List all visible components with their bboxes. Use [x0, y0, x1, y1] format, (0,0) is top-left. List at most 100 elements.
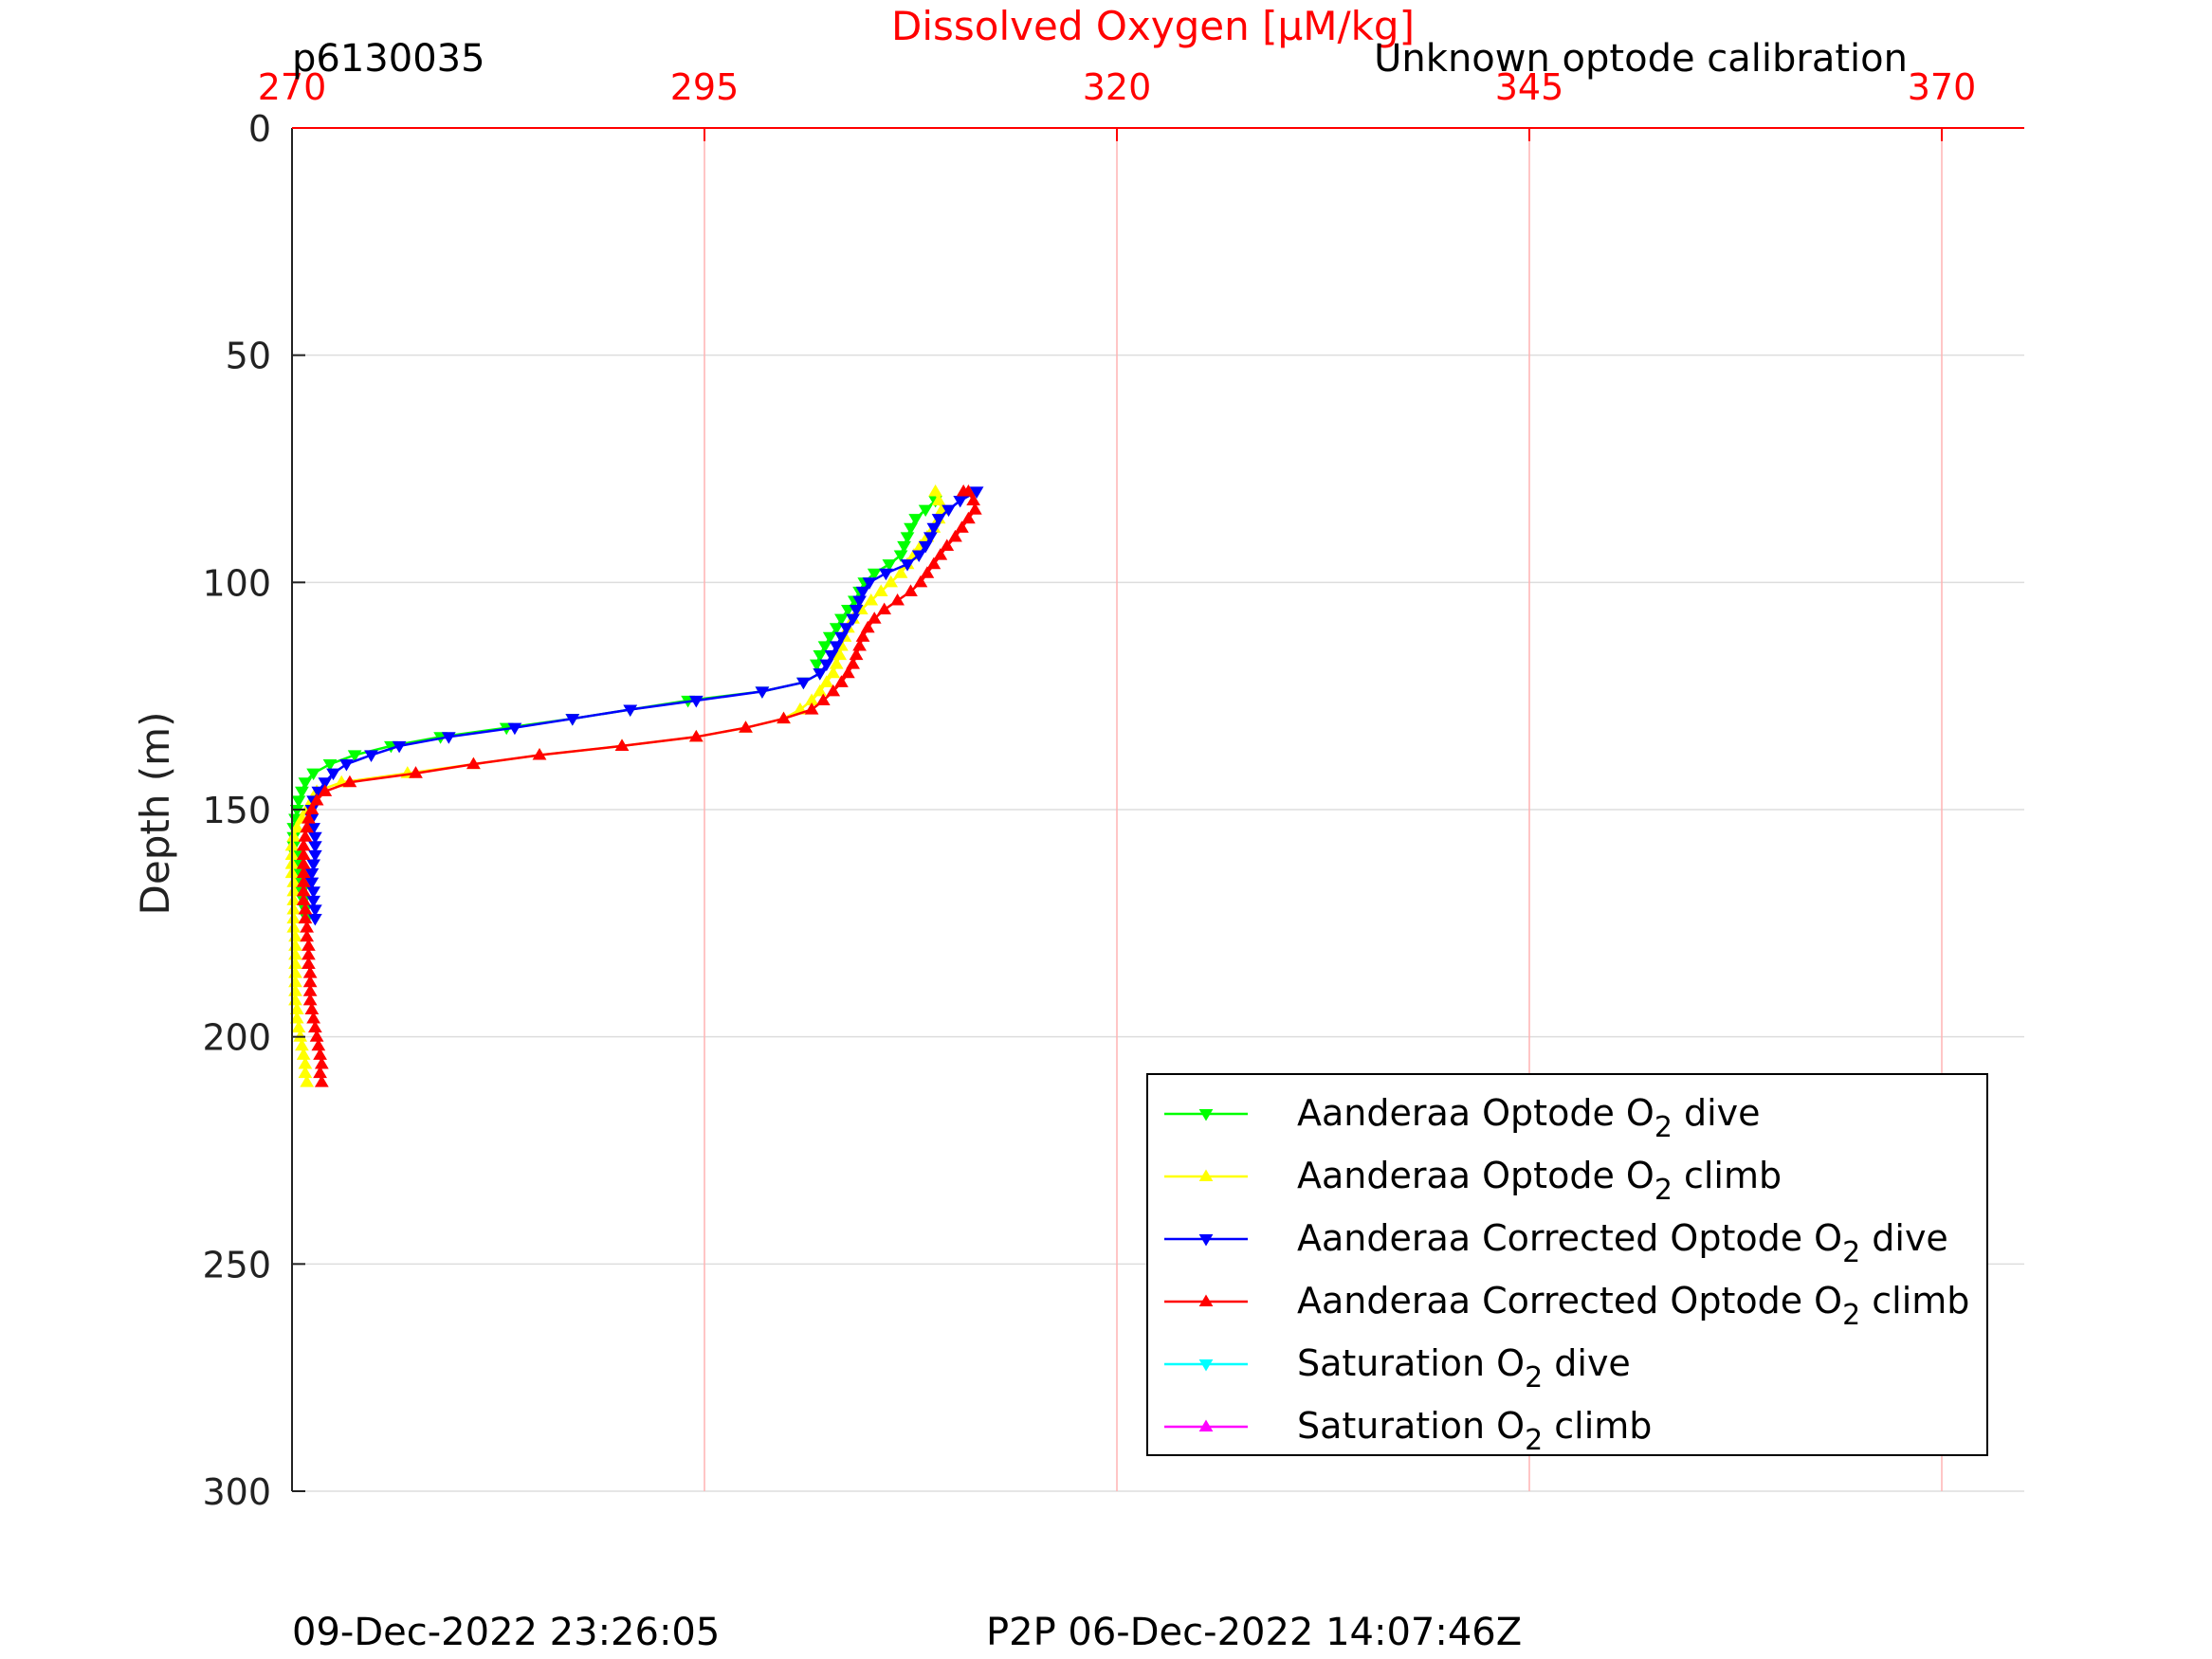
data-point: [688, 695, 704, 708]
legend-item: Saturation O2 climb: [1164, 1405, 1652, 1457]
data-point: [614, 738, 630, 751]
data-point: [300, 929, 315, 942]
data-point: [298, 1066, 313, 1079]
data-point: [296, 1048, 311, 1060]
data-point: [855, 586, 870, 599]
data-point: [296, 866, 311, 879]
data-point: [296, 848, 311, 860]
data-point: [300, 921, 315, 933]
data-point: [918, 504, 933, 518]
data-point: [855, 629, 870, 642]
legend-label: Aanderaa Corrected Optode O2 dive: [1297, 1217, 1948, 1269]
data-point: [893, 566, 908, 578]
data-point: [879, 568, 893, 581]
data-point: [933, 548, 948, 560]
x-tick-label: 370: [1908, 66, 1977, 108]
data-point: [307, 913, 322, 926]
data-point: [304, 868, 320, 881]
legend-item: Saturation O2 dive: [1164, 1342, 1631, 1395]
legend-label: Aanderaa Corrected Optode O2 climb: [1297, 1280, 1969, 1332]
data-point: [318, 777, 333, 790]
data-point: [304, 1002, 320, 1014]
data-point: [969, 486, 984, 499]
data-point: [931, 493, 946, 506]
legend-marker: [1198, 1169, 1214, 1182]
data-point: [286, 893, 302, 905]
data-point: [819, 659, 834, 672]
data-point: [941, 504, 956, 518]
data-point: [918, 540, 933, 554]
data-point: [306, 768, 320, 781]
legend-marker: [1198, 1358, 1214, 1372]
data-point: [296, 893, 311, 905]
y-tick-label: 250: [202, 1244, 271, 1285]
series-0: [286, 496, 942, 926]
series-line: [310, 490, 978, 919]
data-point: [532, 747, 547, 760]
y-tick-label: 0: [248, 108, 271, 150]
data-point: [829, 623, 844, 635]
legend-item: Aanderaa Corrected Optode O2 dive: [1164, 1217, 1948, 1269]
data-point: [904, 522, 918, 536]
data-point: [931, 514, 946, 526]
data-point: [322, 759, 338, 772]
data-point: [298, 1056, 313, 1069]
data-point: [777, 711, 791, 724]
data-point: [314, 1056, 329, 1069]
data-point: [826, 684, 841, 697]
data-point: [813, 684, 828, 697]
data-point: [409, 766, 423, 778]
data-point: [302, 984, 318, 996]
data-point: [302, 957, 316, 970]
data-point: [813, 649, 828, 663]
data-point: [824, 649, 839, 663]
data-point: [926, 556, 941, 570]
data-point: [291, 795, 306, 808]
data-point: [286, 911, 302, 924]
data-point: [296, 838, 311, 851]
data-point: [804, 702, 819, 715]
data-point: [908, 514, 923, 526]
data-point: [846, 613, 860, 627]
data-point: [295, 1038, 309, 1051]
data-point: [302, 947, 316, 960]
data-point: [829, 641, 844, 653]
data-point: [966, 493, 980, 506]
data-point: [913, 574, 928, 588]
data-point: [755, 686, 770, 699]
legend-item: Aanderaa Optode O2 climb: [1164, 1155, 1782, 1207]
data-point: [967, 502, 982, 515]
data-point: [286, 830, 302, 842]
data-point: [739, 720, 753, 733]
x-tick-label: 295: [670, 66, 740, 108]
data-point: [364, 750, 378, 762]
data-point: [300, 1075, 315, 1087]
data-point: [300, 820, 315, 833]
legend-item: Aanderaa Optode O2 dive: [1164, 1092, 1761, 1144]
data-point: [296, 857, 311, 869]
data-point: [298, 830, 313, 842]
data-point: [302, 975, 318, 988]
data-point: [860, 620, 875, 633]
calibration-note: Unknown optode calibration: [1374, 37, 1908, 81]
data-point: [318, 784, 333, 796]
data-point: [623, 704, 638, 718]
legend-marker: [1198, 1108, 1214, 1121]
data-point: [507, 722, 522, 736]
data-point: [289, 820, 304, 833]
data-point: [852, 595, 867, 608]
data-point: [289, 1002, 304, 1014]
y-tick-label: 200: [202, 1017, 271, 1059]
data-series: [284, 483, 984, 1087]
data-point: [307, 841, 322, 853]
data-point: [832, 647, 848, 661]
data-point: [304, 877, 320, 890]
data-point: [923, 532, 938, 544]
data-point: [893, 550, 908, 563]
data-point: [813, 668, 828, 681]
data-point: [834, 631, 849, 645]
data-point: [817, 641, 832, 653]
data-point: [826, 665, 841, 679]
data-point: [688, 729, 704, 742]
